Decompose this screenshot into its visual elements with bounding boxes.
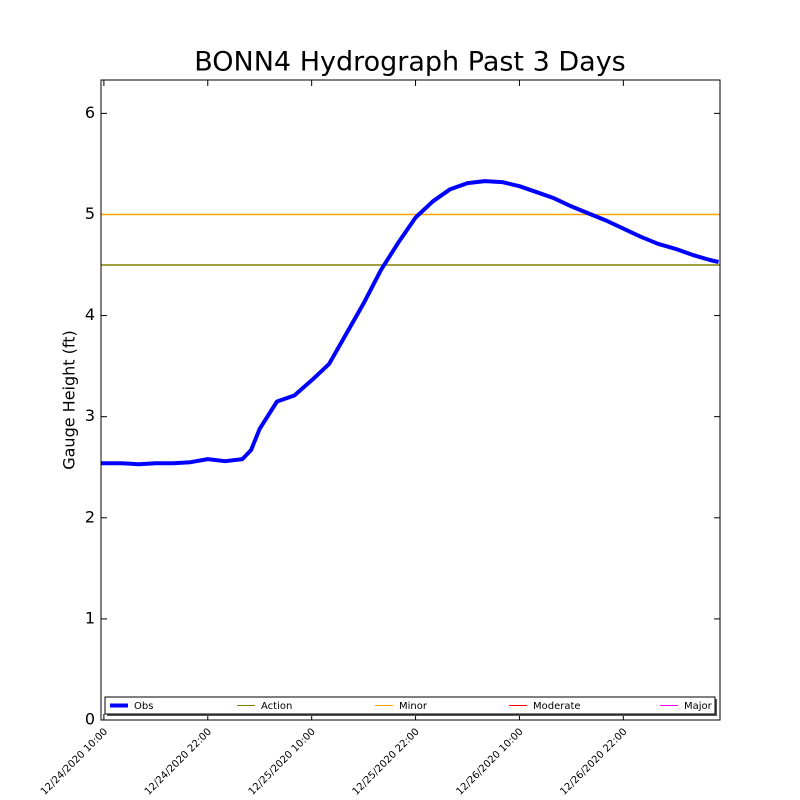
legend-label: Major (684, 701, 713, 712)
x-tick-label: 12/26/2020 22:00 (558, 726, 629, 797)
legend-box (104, 696, 716, 715)
legend-label: Moderate (533, 701, 581, 712)
plot-frame (100, 79, 721, 721)
y-tick-label: 1 (85, 608, 95, 627)
x-tick-label: 12/24/2020 22:00 (143, 726, 214, 797)
y-tick-label: 0 (85, 710, 95, 729)
x-tick-label: 12/26/2020 10:00 (455, 726, 526, 797)
y-axis-label: Gauge Height (ft) (60, 330, 79, 470)
x-tick-label: 12/24/2020 10:00 (39, 726, 110, 797)
legend-label: Minor (399, 701, 428, 712)
y-tick-label: 5 (85, 204, 95, 223)
y-tick-label: 4 (85, 305, 95, 324)
x-tick-label: 12/25/2020 22:00 (351, 726, 422, 797)
legend-label: Action (261, 701, 292, 712)
y-tick-label: 2 (85, 507, 95, 526)
y-tick-label: 6 (85, 103, 95, 122)
obs-line (101, 179, 720, 467)
chart-title: BONN4 Hydrograph Past 3 Days (194, 47, 626, 78)
x-tick-label: 12/25/2020 10:00 (247, 726, 318, 797)
legend-label: Obs (134, 701, 153, 712)
y-tick-label: 3 (85, 406, 95, 425)
